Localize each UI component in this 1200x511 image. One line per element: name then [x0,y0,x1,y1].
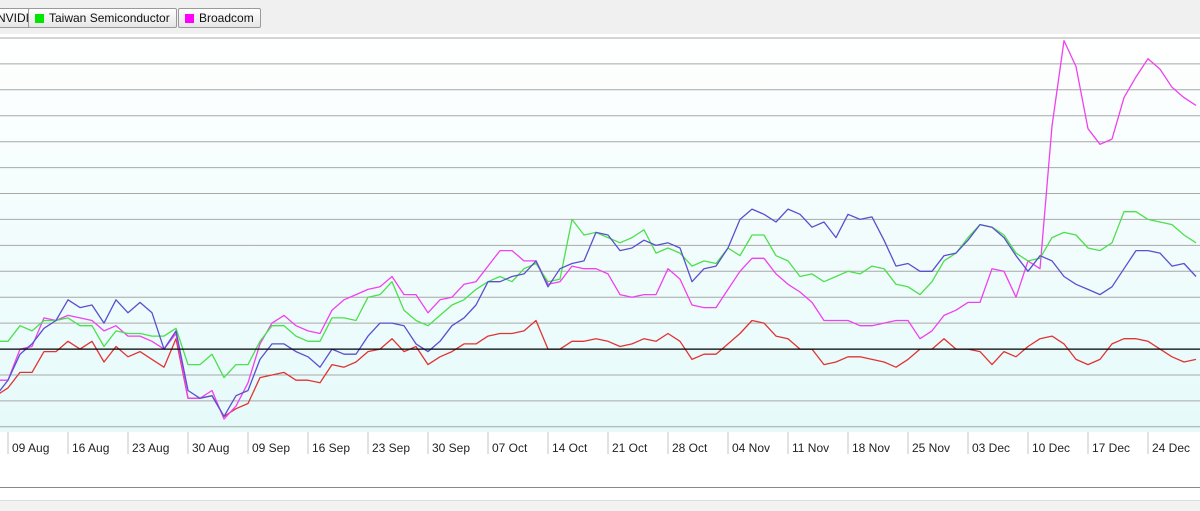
x-tick-label: 03 Dec [972,441,1010,455]
x-tick-label: 30 Aug [192,441,229,455]
legend-label-taiwan-semiconductor: Taiwan Semiconductor [49,11,170,25]
x-tick-label: 30 Sep [432,441,470,455]
x-axis-ticks: 09 Aug 16 Aug 23 Aug 30 Aug 09 Sep 16 Sep 23 S… [7,432,1190,455]
x-tick-label: 10 Dec [1032,441,1070,455]
x-tick-label: 24 Dec [1152,441,1190,455]
footer-area [0,500,1200,511]
legend-swatch-broadcom [185,14,194,23]
x-tick-label: 11 Nov [792,441,829,455]
x-tick-label: 25 Nov [912,441,950,455]
legend-label-broadcom: Broadcom [199,11,254,25]
x-tick-label: 21 Oct [612,441,648,455]
x-tick-label: 23 Aug [132,441,169,455]
x-tick-label: 09 Sep [252,441,290,455]
x-tick-label: 14 Oct [552,441,588,455]
series-line-broadcom [0,39,1197,420]
x-tick-label: 16 Sep [312,441,350,455]
x-tick-label: 16 Aug [72,441,109,455]
legend-swatch-taiwan-semiconductor [35,14,44,23]
x-tick-label: 18 Nov [852,441,890,455]
x-axis-bottom-line [0,487,1200,488]
legend-item-broadcom[interactable]: Broadcom [178,8,261,28]
x-tick-label: 09 Aug [12,441,49,455]
series-lines [0,39,1200,420]
x-tick-label: 23 Sep [372,441,410,455]
legend-item-taiwan-semiconductor[interactable]: Taiwan Semiconductor [28,8,177,28]
legend-label-nvidia: NVIDIA [0,11,38,25]
x-tick-label: 28 Oct [672,441,708,455]
legend-bar: NVIDIA Taiwan Semiconductor Broadcom [0,0,1200,35]
stock-comparison-chart: 09 Aug 16 Aug 23 Aug 30 Aug 09 Sep 16 Sep 23 S… [0,34,1200,455]
series-line-nvidia [0,208,1197,418]
x-tick-label: 17 Dec [1092,441,1130,455]
x-tick-label: 04 Nov [732,441,770,455]
gridlines [0,37,1200,428]
x-tick-label: 07 Oct [492,441,528,455]
